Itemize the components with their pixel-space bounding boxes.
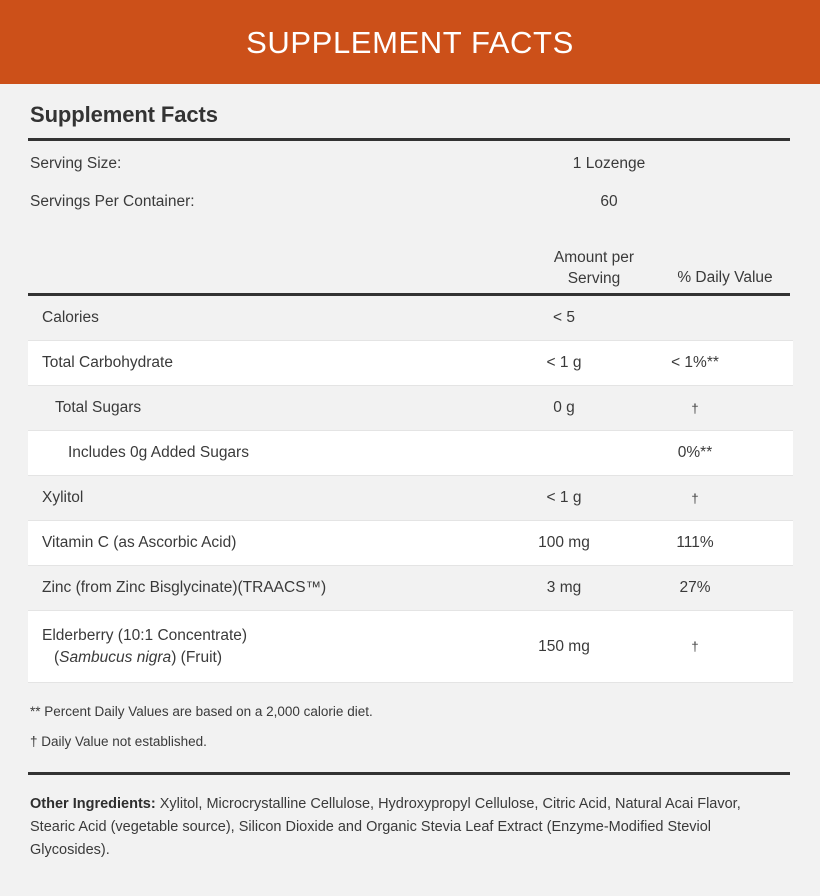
nutrient-amount: 100 mg: [538, 534, 590, 551]
nutrient-name: Total Sugars: [55, 399, 142, 416]
footnotes-block: ** Percent Daily Values are based on a 2…: [28, 683, 792, 758]
heading-rule: [28, 138, 790, 141]
nutrient-name: Zinc (from Zinc Bisglycinate)(TRAACS™): [42, 579, 327, 596]
table-row: Total Sugars 0 g †: [28, 386, 793, 431]
nutrient-name: Total Carbohydrate: [42, 354, 173, 371]
amount-header-line-2: Serving: [567, 269, 621, 287]
table-row: Total Carbohydrate < 1 g < 1%**: [28, 341, 793, 386]
page-banner: SUPPLEMENT FACTS: [0, 0, 820, 84]
paren-close-part: ) (Fruit): [171, 648, 222, 666]
serving-size-value: 1 Lozenge: [572, 155, 646, 172]
servings-per-container-value: 60: [600, 193, 618, 210]
nutrient-name: Calories: [42, 309, 99, 326]
column-headers: Amount per Serving % Daily Value: [28, 221, 792, 293]
nutrient-amount: < 1 g: [546, 489, 582, 506]
nutrient-name-line-1: Elderberry (10:1 Concentrate): [42, 626, 248, 644]
nutrient-daily-value: 27%: [679, 579, 711, 596]
other-ingredients-label: Other Ingredients:: [30, 795, 156, 812]
nutrient-daily-value: < 1%**: [671, 354, 719, 371]
nutrient-table: Calories < 5 Total Carbohydrate < 1 g < …: [28, 296, 793, 683]
panel-heading: Supplement Facts: [30, 102, 218, 127]
nutrient-name: Includes 0g Added Sugars: [68, 444, 249, 461]
serving-info-block: Serving Size: 1 Lozenge Servings Per Con…: [28, 141, 792, 221]
daily-value-header: % Daily Value: [677, 268, 773, 286]
servings-per-container-row: Servings Per Container: 60: [28, 183, 792, 221]
table-row: Elderberry (10:1 Concentrate) (Sambucus …: [28, 611, 793, 683]
table-top-rule: [28, 293, 790, 296]
table-row: Includes 0g Added Sugars 0%**: [28, 431, 793, 476]
scientific-name: Sambucus nigra: [59, 648, 172, 666]
other-ingredients: Other Ingredients: Xylitol, Microcrystal…: [28, 775, 790, 863]
footnote-daily-value-not-established: † Daily Value not established.: [30, 734, 207, 750]
nutrient-name: Xylitol: [42, 489, 84, 506]
servings-per-container-label: Servings Per Container:: [30, 193, 195, 210]
nutrient-daily-value: 111%: [676, 534, 714, 551]
nutrient-name: Vitamin C (as Ascorbic Acid): [42, 534, 237, 551]
banner-title: SUPPLEMENT FACTS: [246, 24, 574, 60]
footer-rule: [28, 771, 790, 775]
nutrient-name: Elderberry (10:1 Concentrate) (Sambucus …: [28, 625, 498, 669]
paren-open: (: [54, 648, 60, 666]
table-row: Zinc (from Zinc Bisglycinate)(TRAACS™) 3…: [28, 566, 793, 611]
table-row: Vitamin C (as Ascorbic Acid) 100 mg 111%: [28, 521, 793, 566]
nutrient-daily-value: †: [691, 490, 699, 506]
nutrient-amount: 150 mg: [538, 637, 590, 655]
nutrient-daily-value: 0%**: [677, 444, 713, 461]
amount-per-serving-header: Amount per Serving: [528, 248, 660, 289]
table-row: Xylitol < 1 g †: [28, 476, 793, 521]
nutrient-amount: 0 g: [553, 399, 575, 416]
amount-header-line-1: Amount per: [553, 249, 635, 267]
table-row: Calories < 5: [28, 296, 793, 341]
other-ingredients-text: Xylitol, Microcrystalline Cellulose, Hyd…: [30, 795, 741, 859]
footnote-percent-daily-value: ** Percent Daily Values are based on a 2…: [30, 704, 373, 719]
serving-size-row: Serving Size: 1 Lozenge: [28, 145, 792, 183]
nutrient-amount: 3 mg: [546, 579, 582, 596]
nutrient-daily-value: †: [691, 639, 699, 654]
serving-size-label: Serving Size:: [30, 155, 122, 172]
nutrient-name-line-2: (Sambucus nigra) (Fruit): [42, 647, 498, 669]
nutrient-amount: < 1 g: [546, 354, 582, 371]
nutrient-daily-value: †: [691, 400, 699, 416]
supplement-facts-body: Supplement Facts Serving Size: 1 Lozenge…: [0, 84, 820, 863]
nutrient-amount: < 5: [553, 309, 575, 326]
